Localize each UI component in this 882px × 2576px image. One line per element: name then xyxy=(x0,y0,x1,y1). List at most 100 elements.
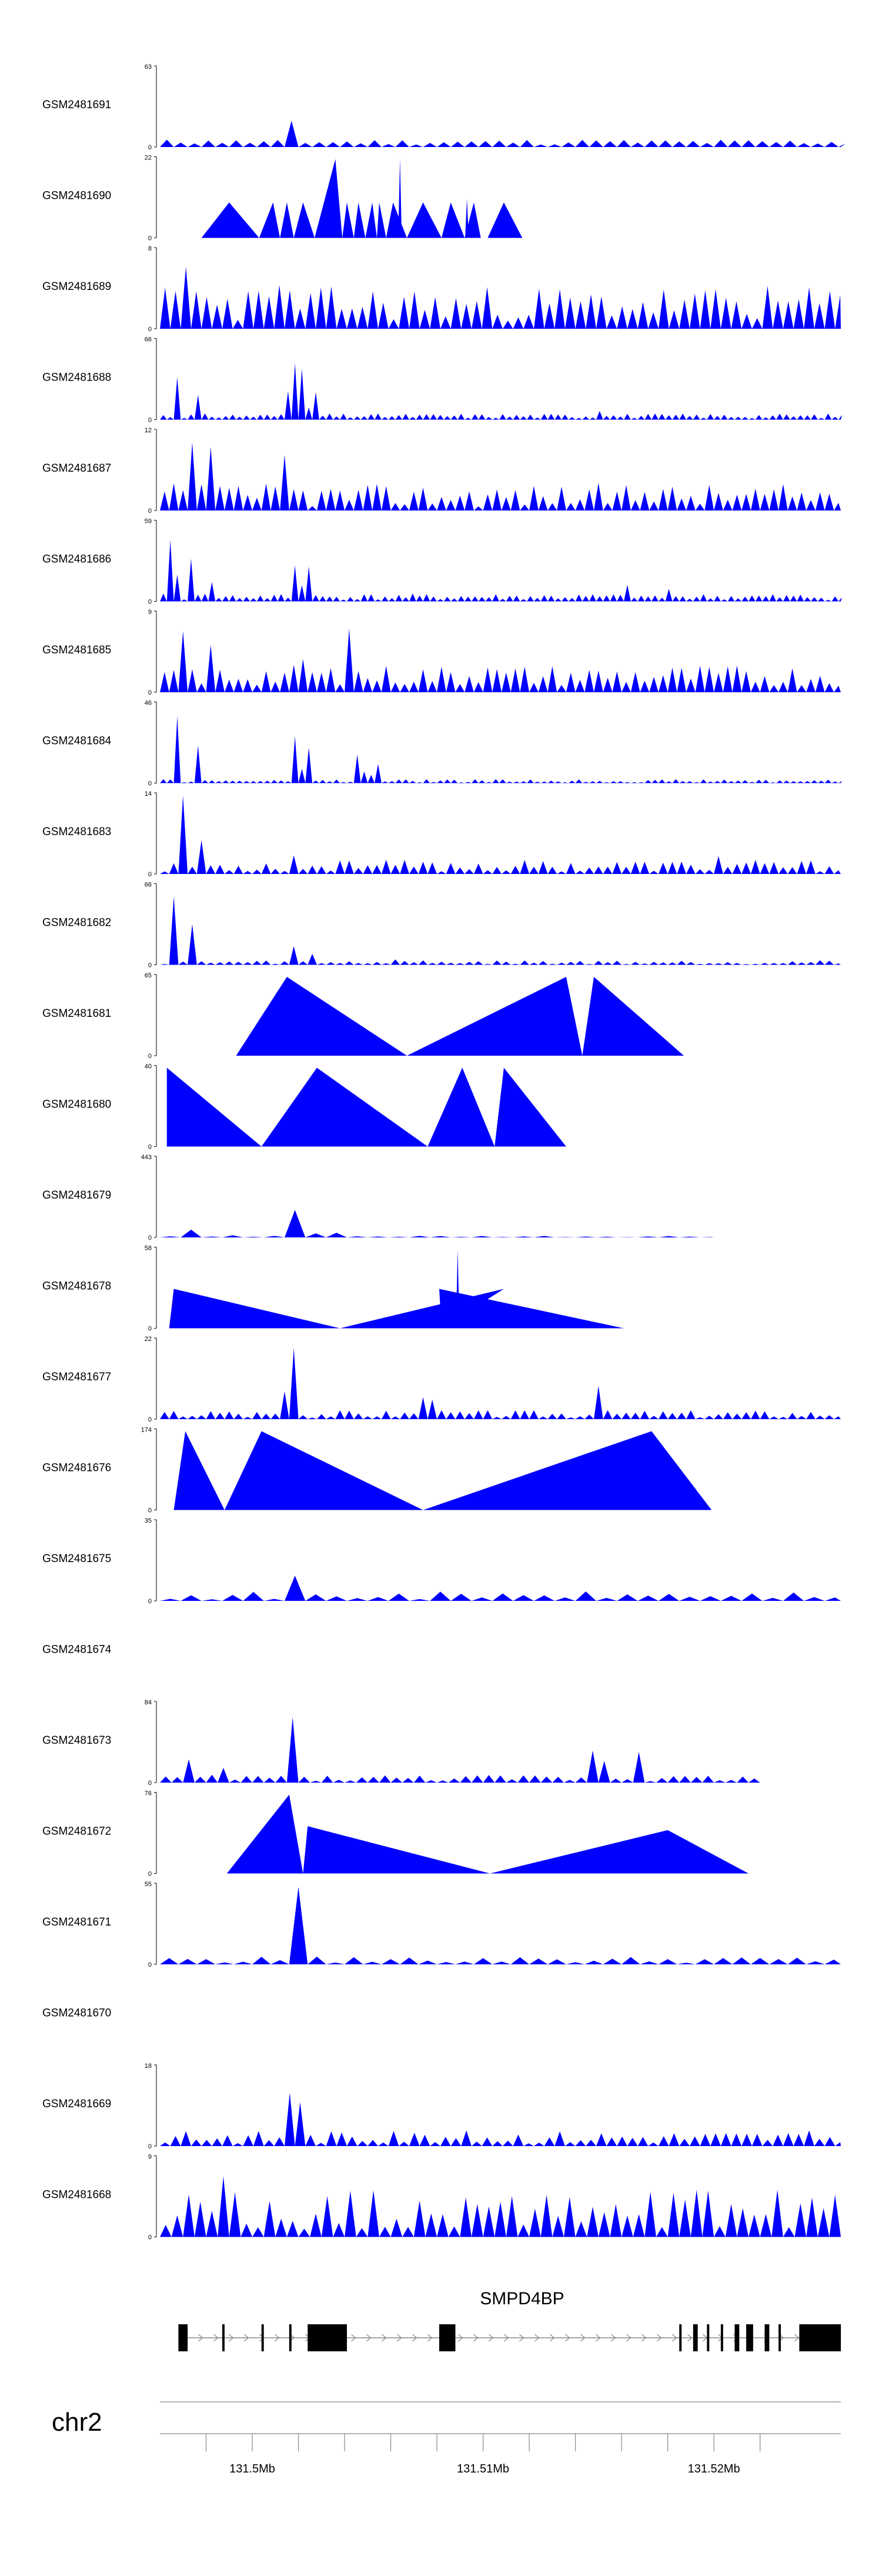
track-GSM2481672: GSM2481672 76 0 xyxy=(42,1790,749,1878)
track-GSM2481676: GSM2481676 174 0 xyxy=(42,1427,712,1514)
y-min-label: 0 xyxy=(148,962,152,969)
track-label: GSM2481685 xyxy=(42,644,111,656)
gene-model: SMPD4BP xyxy=(178,2289,841,2351)
y-max-label: 12 xyxy=(145,427,152,434)
coverage-area xyxy=(160,1210,714,1237)
coverage-segment xyxy=(280,202,294,238)
y-min-label: 0 xyxy=(148,871,152,878)
y-max-label: 35 xyxy=(145,1517,152,1524)
track-GSM2481688: GSM2481688 66 0 xyxy=(42,336,842,424)
track-label: GSM2481673 xyxy=(42,1734,111,1747)
track-label: GSM2481672 xyxy=(42,1826,111,1838)
track-label: GSM2481688 xyxy=(42,372,111,384)
track-GSM2481684: GSM2481684 46 0 xyxy=(42,700,842,788)
y-min-label: 0 xyxy=(148,2143,152,2150)
coverage-segment xyxy=(582,977,684,1056)
gene-exon xyxy=(693,2324,698,2351)
gene-name-label: SMPD4BP xyxy=(480,2289,564,2308)
track-label: GSM2481690 xyxy=(42,190,111,202)
track-GSM2481680: GSM2481680 40 0 xyxy=(42,1063,566,1151)
strand-arrow xyxy=(244,2334,249,2342)
y-max-label: 59 xyxy=(145,518,152,525)
track-label: GSM2481668 xyxy=(42,2189,111,2201)
gene-exon xyxy=(720,2324,723,2351)
strand-arrow xyxy=(412,2334,417,2342)
y-min-label: 0 xyxy=(148,1416,152,1423)
coverage-segment xyxy=(465,202,481,238)
track-label: GSM2481682 xyxy=(42,917,111,929)
track-label: GSM2481671 xyxy=(42,1916,111,1928)
track-label: GSM2481683 xyxy=(42,826,111,838)
track-label: GSM2481677 xyxy=(42,1371,111,1383)
y-min-label: 0 xyxy=(148,235,152,242)
coverage-segment xyxy=(226,1794,303,1874)
coverage-area xyxy=(160,716,842,783)
y-max-label: 84 xyxy=(145,1699,152,1706)
coverage-segment xyxy=(353,202,366,238)
strand-arrow xyxy=(504,2334,509,2342)
coverage-area xyxy=(160,1887,841,1964)
track-label: GSM2481670 xyxy=(42,2007,111,2020)
track-label: GSM2481674 xyxy=(42,1644,112,1656)
strand-arrow xyxy=(519,2334,524,2342)
y-max-label: 9 xyxy=(148,609,152,616)
track-GSM2481683: GSM2481683 14 0 xyxy=(42,790,841,878)
coverage-segment xyxy=(166,1067,262,1147)
strand-arrow xyxy=(672,2334,677,2342)
axis-tick-label: 131.52Mb xyxy=(688,2462,740,2475)
gene-exon xyxy=(734,2324,740,2351)
coverage-area xyxy=(160,628,841,692)
coverage-area xyxy=(160,363,842,420)
coverage-segment xyxy=(173,1431,225,1510)
y-max-label: 55 xyxy=(145,1881,152,1888)
track-label: GSM2481684 xyxy=(42,735,112,748)
coverage-segment xyxy=(407,202,442,238)
track-GSM2481673: GSM2481673 84 0 xyxy=(42,1699,760,1787)
track-GSM2481668: GSM2481668 9 0 xyxy=(42,2154,841,2241)
y-min-label: 0 xyxy=(148,144,152,151)
coverage-area xyxy=(160,896,841,965)
y-max-label: 63 xyxy=(145,64,152,71)
strand-arrow xyxy=(489,2334,494,2342)
y-max-label: 22 xyxy=(145,155,152,162)
strand-arrow xyxy=(351,2334,356,2342)
track-label: GSM2481691 xyxy=(42,99,111,111)
y-max-label: 46 xyxy=(145,700,152,707)
strand-arrow xyxy=(229,2334,234,2342)
gene-exon xyxy=(779,2324,781,2351)
coverage-segment xyxy=(315,159,343,238)
y-max-label: 65 xyxy=(145,972,152,979)
strand-arrow xyxy=(565,2334,570,2342)
coverage-segment xyxy=(224,1431,423,1510)
y-min-label: 0 xyxy=(148,2234,152,2241)
y-min-label: 0 xyxy=(148,1780,152,1787)
y-min-label: 0 xyxy=(148,1871,152,1878)
track-GSM2481671: GSM2481671 55 0 xyxy=(42,1881,841,1968)
track-GSM2481690: GSM2481690 22 0 xyxy=(42,155,523,242)
strand-arrow xyxy=(550,2334,555,2342)
coverage-segment xyxy=(487,202,523,238)
coverage-area xyxy=(160,121,846,147)
strand-arrow xyxy=(366,2334,372,2342)
coverage-area xyxy=(160,795,841,874)
strand-arrow xyxy=(427,2334,433,2342)
coverage-spike xyxy=(502,1095,506,1147)
genome-axis: chr2 131.5Mb 131.51Mb 131.52Mb xyxy=(52,2401,841,2475)
coverage-segment xyxy=(261,1067,428,1147)
y-min-label: 0 xyxy=(148,508,152,515)
strand-arrow xyxy=(473,2334,479,2342)
y-max-label: 58 xyxy=(145,1245,152,1252)
track-GSM2481678: GSM2481678 58 0 xyxy=(42,1245,624,1333)
y-max-label: 8 xyxy=(148,245,152,252)
gene-exon xyxy=(261,2324,264,2351)
track-label: GSM2481680 xyxy=(42,1099,111,1111)
gene-exon xyxy=(746,2324,753,2351)
strand-arrow xyxy=(580,2334,586,2342)
coverage-segment xyxy=(293,202,315,238)
coverage-area xyxy=(160,1576,841,1601)
y-min-label: 0 xyxy=(148,1053,152,1060)
coverage-area xyxy=(160,539,842,602)
y-min-label: 0 xyxy=(148,780,152,788)
track-GSM2481687: GSM2481687 12 0 xyxy=(42,427,841,515)
coverage-spike xyxy=(460,1091,465,1147)
